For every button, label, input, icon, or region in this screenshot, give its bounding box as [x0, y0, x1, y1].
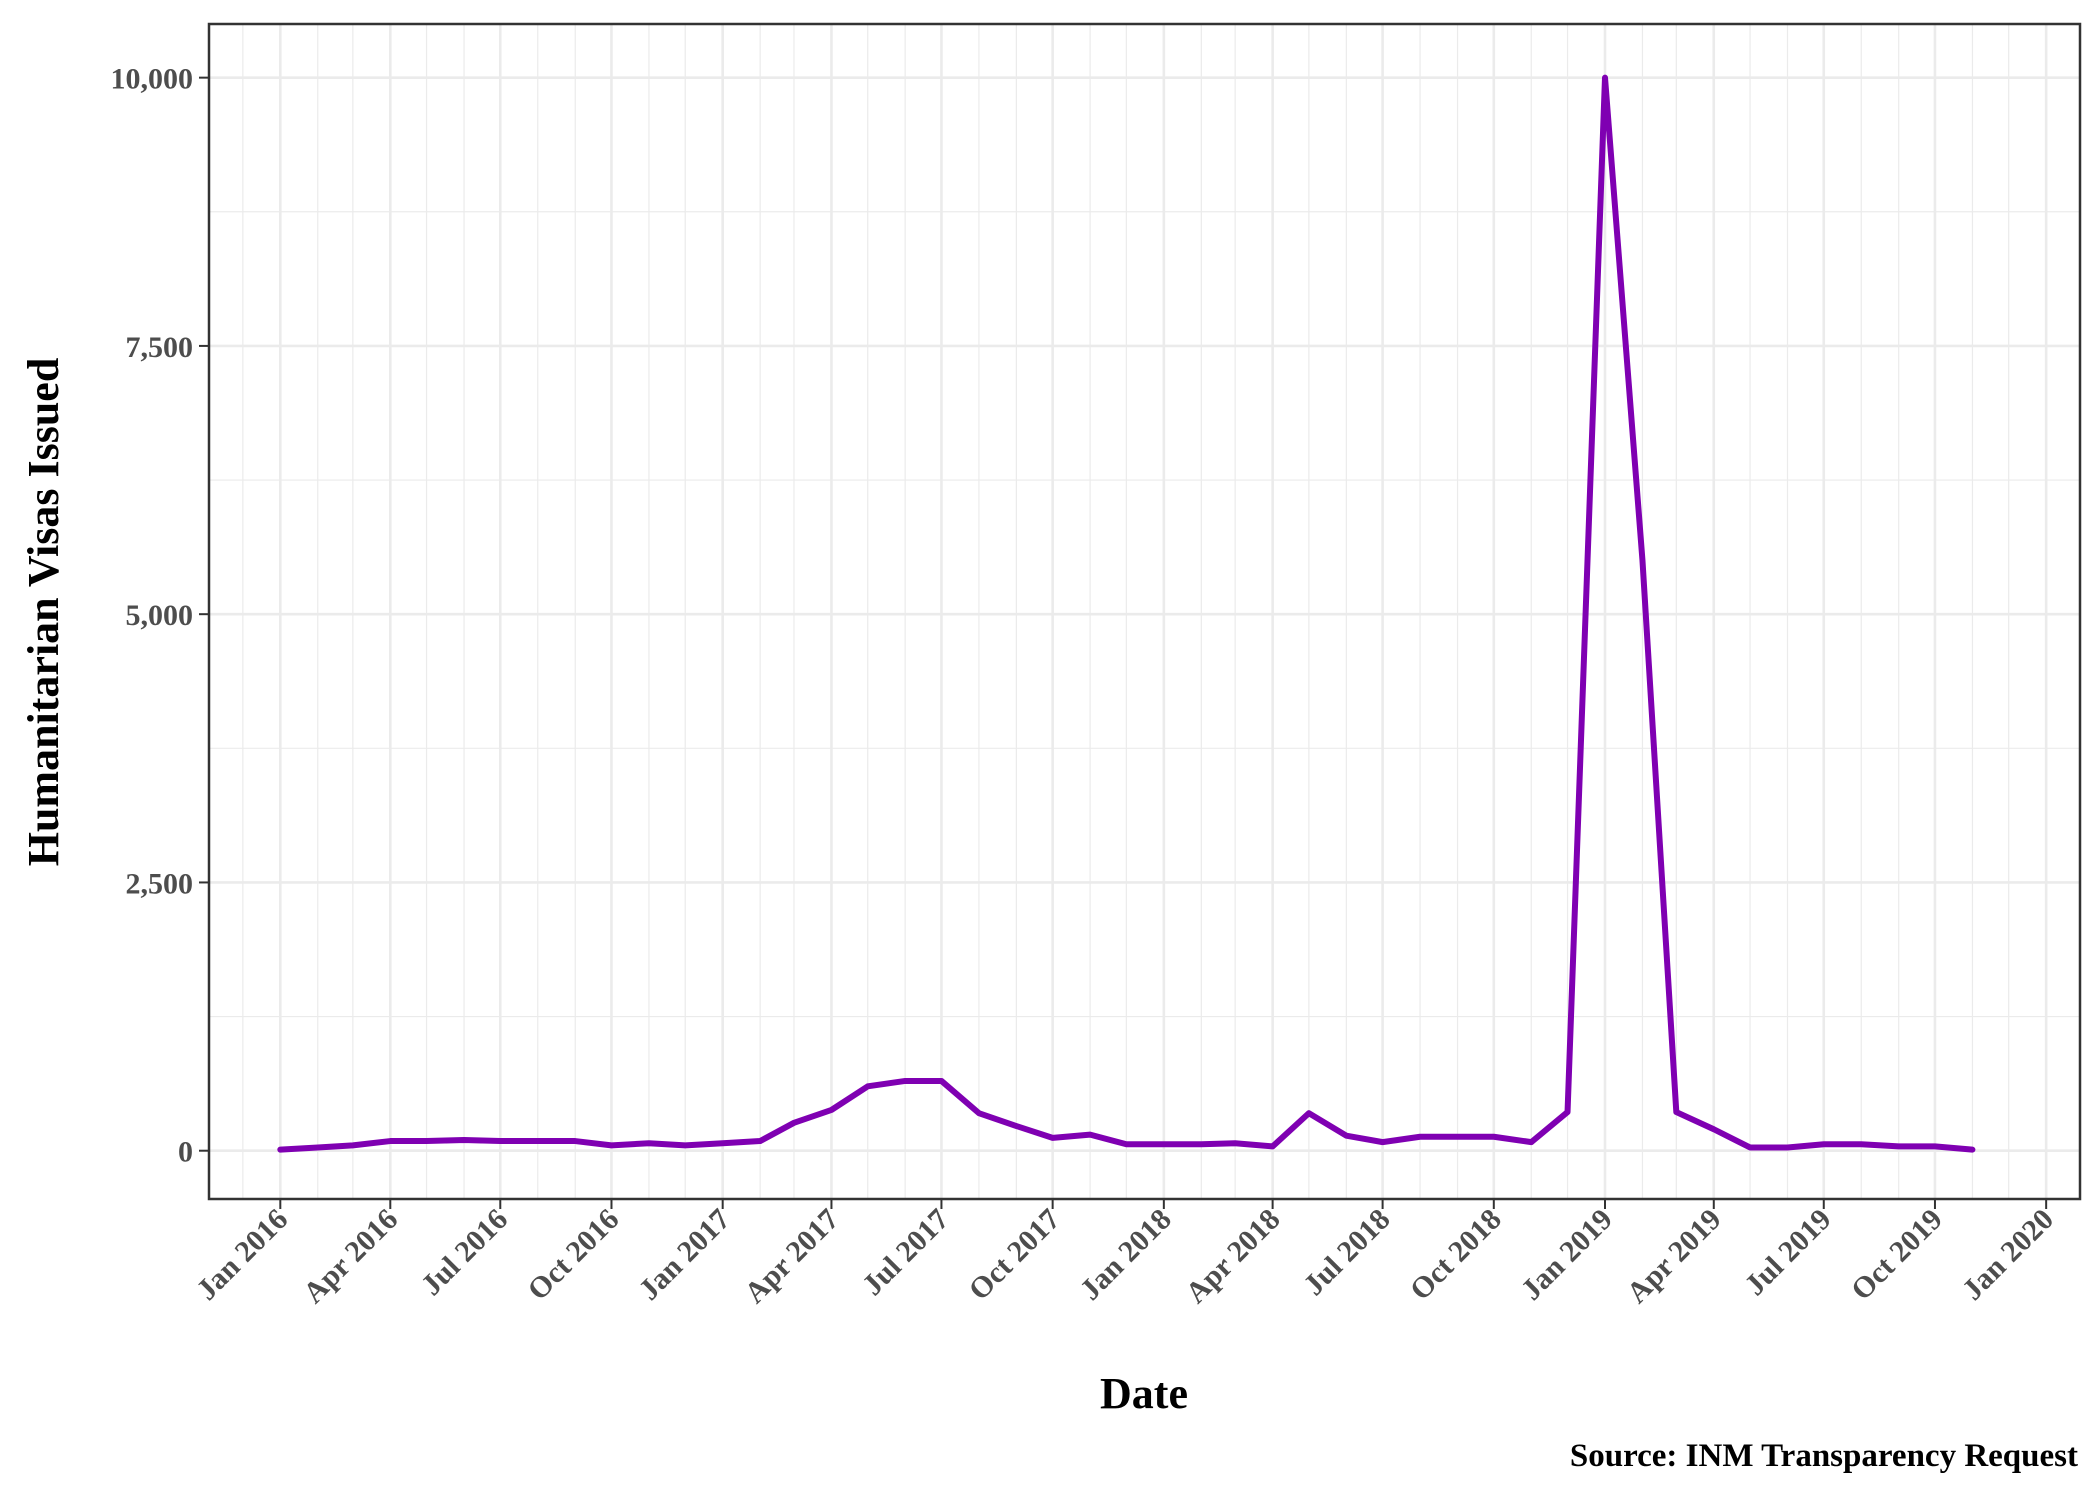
source-caption: Source: INM Transparency Request — [1570, 1438, 2078, 1474]
y-tick-label: 2,500 — [126, 867, 194, 900]
y-tick-label: 0 — [178, 1136, 193, 1169]
y-tick-label: 5,000 — [126, 599, 194, 632]
series-layer — [277, 74, 1976, 1153]
y-tick-label: 10,000 — [111, 63, 194, 96]
y-axis: 0 2,500 5,000 7,500 10,000 — [111, 63, 209, 1169]
y-tick-label: 7,500 — [126, 331, 194, 364]
y-axis-title: Humanitarian Visas Issued — [19, 358, 68, 867]
x-axis-title: Date — [1100, 1369, 1188, 1418]
plot-panel-border — [207, 22, 2082, 1201]
major-grid — [209, 24, 2080, 1199]
